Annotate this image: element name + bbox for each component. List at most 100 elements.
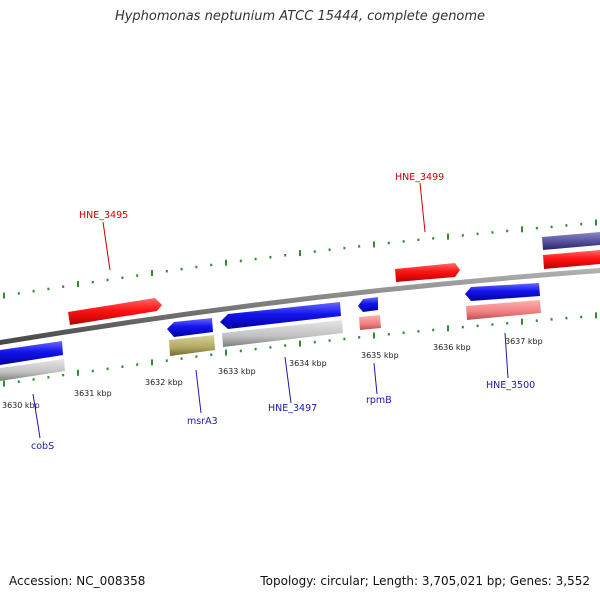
- tick-mark-lower: [476, 324, 479, 328]
- tick-mark-upper: [565, 224, 568, 227]
- gene-label-cobs[interactable]: cobS: [31, 441, 54, 452]
- tick-mark-lower: [62, 373, 65, 377]
- tick-mark-lower: [313, 340, 316, 344]
- tick-mark-lower: [402, 331, 405, 334]
- tick-mark-upper: [77, 281, 79, 288]
- tick-mark-upper: [239, 259, 242, 263]
- accession-text: Accession: NC_008358: [9, 574, 146, 588]
- tick-mark-upper: [550, 225, 553, 229]
- tick-mark-lower: [239, 349, 242, 353]
- tick-labels: 3630 kbp 3631 kbp 3632 kbp 3633 kbp 3634 kbp…: [2, 337, 543, 410]
- gene-purple-edge[interactable]: [542, 232, 600, 250]
- tick-mark-upper: [195, 265, 198, 269]
- tick-mark-upper: [461, 234, 464, 237]
- tick-mark-lower: [417, 330, 420, 333]
- tick-label: 3633 kbp: [218, 367, 256, 376]
- gene-label-rpmb[interactable]: rpmB: [366, 395, 392, 406]
- gene-msra3[interactable]: [167, 318, 213, 337]
- tick-mark-upper: [299, 250, 301, 257]
- tick-label: 3636 kbp: [433, 343, 471, 352]
- tick-mark-lower: [506, 322, 509, 325]
- gene-label-hne3497[interactable]: HNE_3497: [268, 403, 317, 414]
- tick-mark-upper: [32, 290, 35, 293]
- gene-label-hne3499[interactable]: HNE_3499: [395, 172, 444, 183]
- tick-mark-lower: [387, 333, 390, 336]
- tick-mark-upper: [3, 292, 5, 299]
- tick-mark-lower: [432, 328, 435, 332]
- tick-mark-upper: [210, 263, 213, 267]
- tick-label: 3635 kbp: [361, 351, 399, 360]
- topology-summary: Topology: circular; Length: 3,705,021 bp…: [260, 574, 590, 588]
- rna-track-rpmb: [359, 315, 381, 330]
- tick-mark-lower: [565, 316, 568, 320]
- tick-track-upper: [3, 219, 597, 299]
- tick-mark-upper: [136, 274, 139, 277]
- gene-rpmb[interactable]: [358, 297, 378, 312]
- tick-mark-upper: [535, 226, 538, 230]
- tick-mark-lower: [225, 349, 227, 356]
- tick-mark-upper: [91, 280, 94, 284]
- tick-mark-upper: [580, 222, 583, 226]
- tick-mark-upper: [151, 270, 153, 277]
- gene-cobs[interactable]: [0, 341, 63, 365]
- tick-track-lower: [3, 312, 597, 387]
- tick-mark-upper: [447, 233, 449, 240]
- tick-mark-lower: [121, 365, 124, 368]
- tick-mark-lower: [580, 315, 583, 319]
- tick-mark-upper: [165, 270, 168, 273]
- tick-mark-upper: [284, 254, 287, 257]
- tick-mark-upper: [269, 255, 272, 259]
- tick-mark-lower: [373, 332, 375, 339]
- tick-mark-upper: [313, 250, 316, 253]
- tick-mark-lower: [358, 336, 361, 339]
- gene-hne3499[interactable]: [395, 263, 460, 282]
- tick-mark-lower: [595, 312, 597, 319]
- tick-mark-upper: [254, 257, 257, 261]
- gene-label-hne3495[interactable]: HNE_3495: [79, 210, 128, 221]
- tick-mark-lower: [136, 363, 139, 366]
- tick-mark-lower: [77, 369, 79, 376]
- rna-track-msra3: [169, 335, 215, 356]
- tick-label: 3637 kbp: [505, 337, 543, 346]
- tick-mark-lower: [210, 353, 213, 356]
- tick-label: 3634 kbp: [289, 359, 327, 368]
- tick-mark-upper: [328, 248, 331, 251]
- tick-mark-upper: [121, 276, 124, 279]
- tick-mark-upper: [506, 229, 509, 233]
- label-leaders: [32, 182, 509, 439]
- tick-mark-lower: [47, 376, 50, 379]
- tick-mark-lower: [521, 318, 523, 325]
- tick-mark-lower: [550, 318, 553, 321]
- tick-mark-upper: [62, 285, 65, 288]
- tick-mark-upper: [225, 259, 227, 266]
- rna-track-cobs: [0, 359, 65, 381]
- tick-mark-lower: [284, 344, 287, 347]
- tick-mark-lower: [447, 325, 449, 332]
- tick-mark-lower: [299, 340, 301, 347]
- tick-mark-lower: [32, 378, 35, 381]
- tick-mark-upper: [521, 226, 523, 233]
- gene-hne3500[interactable]: [465, 283, 540, 301]
- tick-mark-lower: [17, 380, 20, 383]
- tick-mark-lower: [180, 357, 183, 360]
- gene-hne3495[interactable]: [68, 298, 162, 325]
- tick-mark-lower: [195, 355, 198, 358]
- rna-track-hne3497: [222, 320, 343, 347]
- tick-mark-lower: [491, 323, 494, 326]
- tick-mark-lower: [535, 319, 538, 322]
- tick-mark-upper: [387, 241, 390, 245]
- tick-mark-upper: [343, 246, 346, 250]
- tick-label: 3632 kbp: [145, 378, 183, 387]
- gene-hne3497[interactable]: [220, 302, 341, 329]
- gene-label-msra3[interactable]: msrA3: [187, 416, 218, 427]
- tick-mark-lower: [269, 346, 272, 349]
- gene-label-hne3500[interactable]: HNE_3500: [486, 380, 535, 391]
- tick-mark-upper: [595, 219, 597, 226]
- tick-mark-upper: [373, 241, 375, 248]
- tick-mark-lower: [254, 347, 257, 351]
- genome-backbone: [0, 268, 600, 345]
- tick-mark-lower: [343, 337, 346, 341]
- tick-mark-lower: [461, 325, 464, 329]
- gene-forward-edge[interactable]: [543, 250, 600, 269]
- tick-mark-lower: [328, 339, 331, 342]
